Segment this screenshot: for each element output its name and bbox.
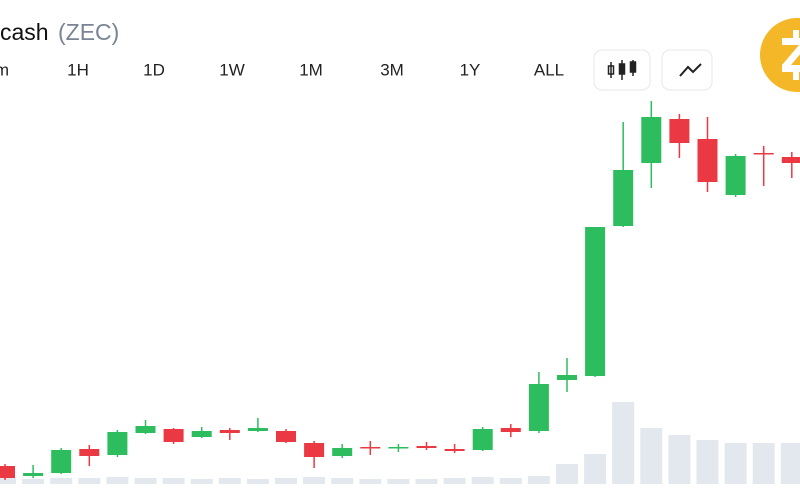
volume-bar [246,479,269,484]
volume-bar [50,478,73,484]
volume-bar [275,478,297,484]
coin-name: cash [0,19,49,45]
candle-body [360,447,381,449]
timeframe-button[interactable]: 1D [143,60,165,79]
zcash-logo [760,18,800,92]
volume-bar [612,402,635,484]
candle-body [79,449,100,456]
volume-bar [387,479,410,484]
candle-body [416,446,437,448]
timeframe-button[interactable]: m [0,60,9,79]
candle-body [697,139,718,182]
candle-body [641,117,662,163]
volume-bar [668,435,691,484]
line-chart-button[interactable] [661,49,713,91]
timeframe-bar: m 1H 1D 1W 1M 3M 1Y ALL [0,60,564,79]
candle-body [163,429,184,442]
volume-bar [752,443,775,484]
candle-body [613,170,634,226]
volume-bar [415,479,438,484]
volume-bar [162,478,185,484]
timeframe-button[interactable]: 1W [219,60,245,79]
timeframe-button[interactable]: 1H [67,60,89,79]
volume-bar [0,478,16,484]
timeframe-button[interactable]: 1Y [460,60,481,79]
candle-body [753,153,774,155]
volume-bar [640,428,663,484]
candle-icon [607,60,637,80]
volume-bar [499,478,522,484]
candle-body [135,426,156,433]
volume-bar [556,464,578,484]
volume-bar [471,477,494,484]
volume-bar [22,479,45,484]
volume-bar [359,479,382,484]
volume-bar [218,478,241,484]
timeframe-button[interactable]: 1M [299,60,323,79]
volume-bar [303,477,326,484]
volume-bar [696,440,719,484]
candle-body [781,157,800,163]
volume-bar [443,478,466,484]
candle-body [23,473,44,476]
candle-body [0,466,15,478]
volume-bar [106,477,129,484]
line-icon [679,63,702,77]
coin-symbol: (ZEC) [58,19,119,45]
volume-bar [134,478,157,484]
zcash-logo-glyph [782,30,800,80]
plot-area [0,101,800,484]
timeframe-button[interactable]: ALL [534,60,564,79]
candle-body [191,431,212,437]
candle-body [107,432,128,455]
volume-bar [527,476,550,484]
candle-body [472,429,493,450]
volume-bar [724,443,747,484]
candle-body [219,430,240,433]
volume-bar [331,478,354,484]
candle-body [247,428,268,431]
candle-body [276,431,296,442]
volume-bar [584,454,607,484]
candle-body [528,384,549,431]
candle-body [725,156,746,195]
candle-body [332,448,353,456]
candle-body [585,227,606,376]
candle-body [388,447,409,449]
candle-body [51,450,72,473]
candle-body [500,428,521,432]
candle-body [557,375,577,380]
volume-bar [780,443,800,484]
volume-bar [190,479,213,484]
volume-bar [78,478,101,484]
timeframe-button[interactable]: 3M [380,60,404,79]
candle-body [444,449,465,451]
candle-body [304,443,325,457]
candle-body [669,119,690,143]
